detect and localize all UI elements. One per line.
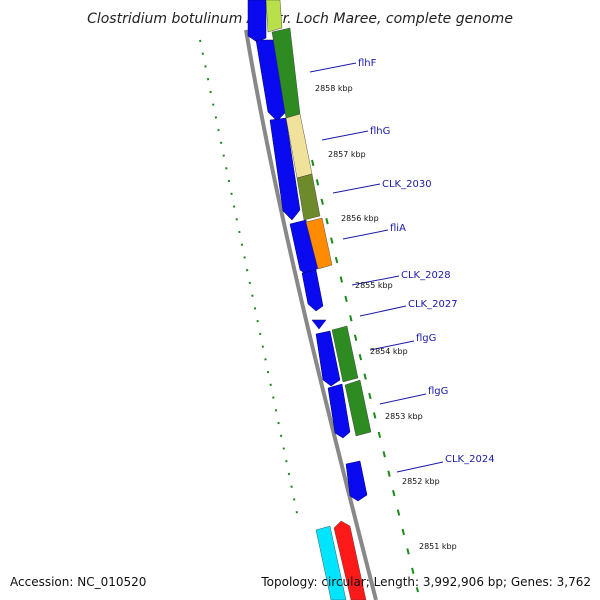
gc-content-dotted-ring [311, 159, 419, 593]
tick-label: 2858 kbp [315, 84, 353, 93]
cds-flgG-green-2 [344, 379, 372, 437]
map-title: Clostridium botulinum A3 str. Loch Maree… [87, 11, 513, 27]
gene-label-clk2027: CLK_2027 [408, 299, 458, 310]
kbp-ticks: 2858 kbp 2857 kbp 2856 kbp 2855 kbp 2854… [315, 84, 457, 551]
cds-bottom-red [333, 520, 367, 600]
gene-label-clk2030: CLK_2030 [382, 179, 432, 190]
gene-label-flgG-1: flgG [416, 333, 436, 344]
tick-label: 2856 kbp [341, 214, 379, 223]
cds-top-lime [265, 0, 283, 33]
genome-backbone [244, 29, 378, 600]
tick-label: 2854 kbp [370, 347, 408, 356]
tick-label: 2855 kbp [355, 281, 393, 290]
reverse-strand-cds [247, 0, 368, 502]
cds-fliA-orange [305, 217, 333, 270]
accession-text: Accession: NC_010520 [10, 575, 146, 589]
gene-label-fliA: fliA [390, 223, 406, 234]
cds-clk2030-olive [296, 173, 321, 221]
gene-label-clk2028: CLK_2028 [401, 270, 451, 281]
gene-label-flhG: flhG [370, 126, 390, 137]
tick-label: 2853 kbp [385, 412, 423, 421]
cds-flgG-green-1 [331, 325, 359, 383]
gene-labels: flhF flhG CLK_2030 fliA CLK_2028 CLK_202… [358, 58, 495, 465]
gene-label-clk2024: CLK_2024 [445, 454, 495, 465]
topology-text: Topology: circular; Length: 3,992,906 bp… [260, 575, 591, 589]
tick-label: 2851 kbp [419, 542, 457, 551]
forward-strand-cds [265, 0, 372, 600]
gene-label-flhF: flhF [358, 58, 377, 69]
cds-bottom-cyan [315, 525, 347, 600]
gene-label-leaders [309, 62, 444, 473]
tick-label: 2857 kbp [328, 150, 366, 159]
gene-label-flgG-2: flgG [428, 386, 448, 397]
tick-label: 2852 kbp [402, 477, 440, 486]
